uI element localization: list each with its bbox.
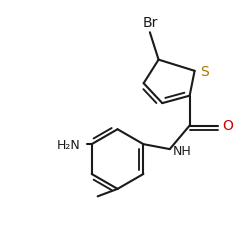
Text: H₂N: H₂N bbox=[57, 138, 80, 151]
Text: O: O bbox=[222, 119, 233, 133]
Text: NH: NH bbox=[173, 144, 192, 157]
Text: Br: Br bbox=[142, 16, 158, 30]
Text: S: S bbox=[200, 65, 209, 78]
